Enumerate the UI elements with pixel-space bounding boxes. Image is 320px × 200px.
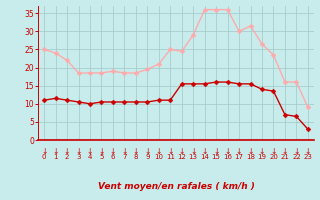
Text: ↓: ↓ <box>282 147 288 156</box>
Text: ↓: ↓ <box>64 147 70 156</box>
Text: ↓: ↓ <box>41 147 47 156</box>
Text: ↓: ↓ <box>293 147 300 156</box>
Text: ↓: ↓ <box>179 147 185 156</box>
Text: ↓: ↓ <box>52 147 59 156</box>
Text: ↓: ↓ <box>156 147 162 156</box>
Text: ↓: ↓ <box>110 147 116 156</box>
Text: ↓: ↓ <box>87 147 93 156</box>
Text: ↓: ↓ <box>213 147 219 156</box>
Text: ↓: ↓ <box>167 147 173 156</box>
Text: ↓: ↓ <box>121 147 128 156</box>
X-axis label: Vent moyen/en rafales ( km/h ): Vent moyen/en rafales ( km/h ) <box>98 182 254 191</box>
Text: ↓: ↓ <box>236 147 242 156</box>
Text: ↓: ↓ <box>133 147 139 156</box>
Text: ↓: ↓ <box>144 147 150 156</box>
Text: ↓: ↓ <box>259 147 265 156</box>
Text: ↓: ↓ <box>270 147 277 156</box>
Text: ↓: ↓ <box>202 147 208 156</box>
Text: ↓: ↓ <box>305 147 311 156</box>
Text: ↓: ↓ <box>75 147 82 156</box>
Text: ↓: ↓ <box>190 147 196 156</box>
Text: ↓: ↓ <box>98 147 105 156</box>
Text: ↓: ↓ <box>247 147 254 156</box>
Text: ↓: ↓ <box>224 147 231 156</box>
